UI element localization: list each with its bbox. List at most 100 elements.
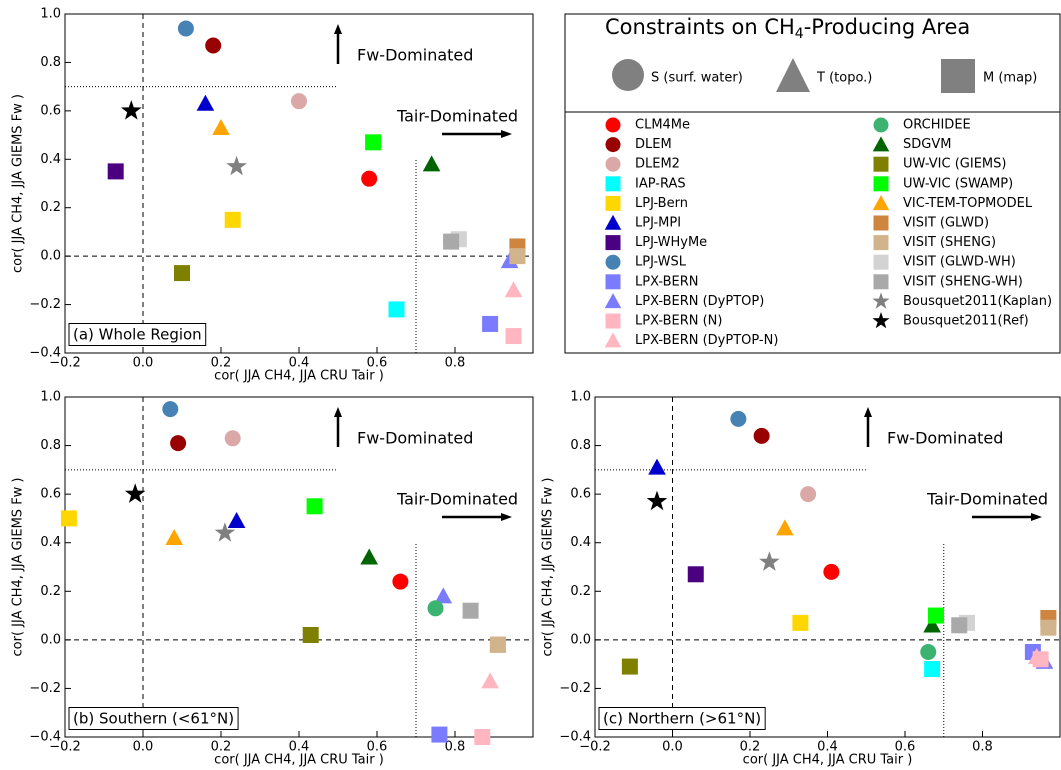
y-tick-label: 0.6: [40, 487, 61, 502]
y-tick-label: 0.0: [570, 632, 591, 647]
y-tick-label: 0.6: [40, 103, 61, 118]
legend-label: VIC-TEM-TOPMODEL: [903, 196, 1033, 211]
legend-marker: [605, 195, 621, 211]
x-tick-label: 0.4: [289, 356, 310, 371]
y-tick-label: 0.0: [40, 249, 61, 264]
x-tick-label: 0.0: [133, 740, 154, 755]
point: [177, 20, 194, 37]
panel-label: (c) Northern (>61°N): [603, 710, 761, 728]
point: [392, 573, 409, 590]
annotation: Fw-Dominated: [357, 429, 473, 448]
legend-marker: [605, 274, 621, 290]
point: [646, 490, 668, 511]
y-tick-label: 0.4: [40, 535, 61, 550]
legend-label: VISIT (SHENG-WH): [903, 274, 1023, 289]
legend-label: LPJ-MPI: [635, 216, 681, 231]
legend-marker: [605, 156, 621, 172]
legend-marker: [872, 136, 890, 152]
legend-marker: [605, 117, 621, 133]
arrow-head: [501, 130, 512, 138]
legend-label: LPX-BERN: [635, 274, 698, 289]
annotation: Tair-Dominated: [396, 490, 518, 509]
shape-key-label: T (topo.): [816, 71, 872, 86]
legend-label: LPJ-WHyMe: [635, 235, 707, 250]
legend-label: VISIT (SHENG): [903, 235, 996, 250]
point: [923, 616, 941, 633]
legend-title-sub: 4: [795, 26, 804, 42]
x-axis-label: cor( JJA CH4, JJA CRU Tair ): [743, 753, 913, 768]
plot-frame: [64, 396, 534, 738]
point: [776, 519, 794, 536]
x-tick-label: 0.8: [445, 740, 466, 755]
point: [474, 729, 491, 745]
point: [226, 155, 247, 176]
legend-marker: [873, 176, 889, 192]
y-tick-label: 0.8: [40, 438, 61, 453]
y-tick-label: 0.0: [40, 632, 61, 647]
point: [291, 93, 307, 110]
y-tick-label: 0.4: [570, 535, 591, 550]
annotation: Fw-Dominated: [357, 46, 473, 65]
point: [920, 644, 937, 660]
y-tick-label: −0.2: [29, 297, 61, 312]
point: [489, 636, 506, 653]
y-tick-label: 0.8: [40, 55, 61, 70]
shape-key-label: S (surf. water): [651, 71, 743, 86]
shape-key-label: M (map): [983, 71, 1037, 86]
legend-marker: [605, 313, 621, 329]
point: [422, 155, 441, 172]
legend-label: LPX-BERN (DyPTOP): [635, 294, 764, 309]
y-tick-label: 0.2: [40, 200, 61, 215]
point: [224, 211, 241, 228]
point: [443, 233, 460, 250]
point: [162, 401, 179, 418]
x-tick-label: 0.0: [662, 740, 683, 755]
point: [427, 600, 444, 617]
point: [730, 410, 747, 427]
legend-label: Bousquet2011(Ref): [903, 314, 1029, 329]
legend-marker: [873, 274, 889, 290]
legend-marker: [873, 235, 889, 251]
point: [687, 566, 704, 583]
y-tick-label: 0.4: [40, 152, 61, 167]
legend-title: Constraints on CH4-Producing Area: [605, 15, 970, 42]
legend-marker: [604, 293, 622, 309]
legend-title-part: Constraints on CH: [605, 15, 795, 39]
legend-marker: [604, 332, 622, 348]
point: [212, 119, 230, 136]
panel-label-box: [598, 707, 766, 730]
point: [951, 617, 968, 634]
point: [928, 607, 944, 624]
legend-marker: [872, 195, 890, 211]
y-axis-label: cor( JJA CH4, JJA GIEMS Fw ): [11, 477, 26, 656]
x-tick-label: 0.0: [133, 356, 154, 371]
y-tick-label: −0.2: [559, 681, 591, 696]
legend-label: LPJ-WSL: [635, 255, 687, 270]
point: [224, 430, 241, 447]
panel-label: (a) Whole Region: [73, 326, 202, 344]
point: [759, 551, 780, 571]
point: [365, 134, 382, 151]
x-tick-label: 0.4: [817, 740, 838, 755]
point: [214, 522, 236, 542]
y-tick-label: −0.4: [559, 730, 591, 745]
point: [800, 486, 817, 503]
legend-title-part: -Producing Area: [804, 15, 971, 39]
panel-label-box: [68, 707, 239, 730]
shape-key: [612, 59, 644, 91]
x-tick-label: 0.2: [740, 740, 761, 755]
legend-label: IAP-RAS: [635, 176, 686, 191]
arrow-head: [501, 513, 512, 521]
x-tick-label: 0.2: [211, 740, 232, 755]
legend-label: LPJ-Bern: [635, 196, 688, 211]
arrow-head: [864, 407, 872, 417]
legend-marker: [605, 235, 621, 251]
arrow-head: [334, 24, 342, 34]
y-tick-label: 1.0: [40, 7, 61, 22]
point: [648, 458, 666, 475]
y-axis-label: cor( JJA CH4, JJA GIEMS Fw ): [541, 477, 556, 656]
point: [482, 315, 499, 332]
legend-label: CLM4Me: [635, 118, 690, 133]
